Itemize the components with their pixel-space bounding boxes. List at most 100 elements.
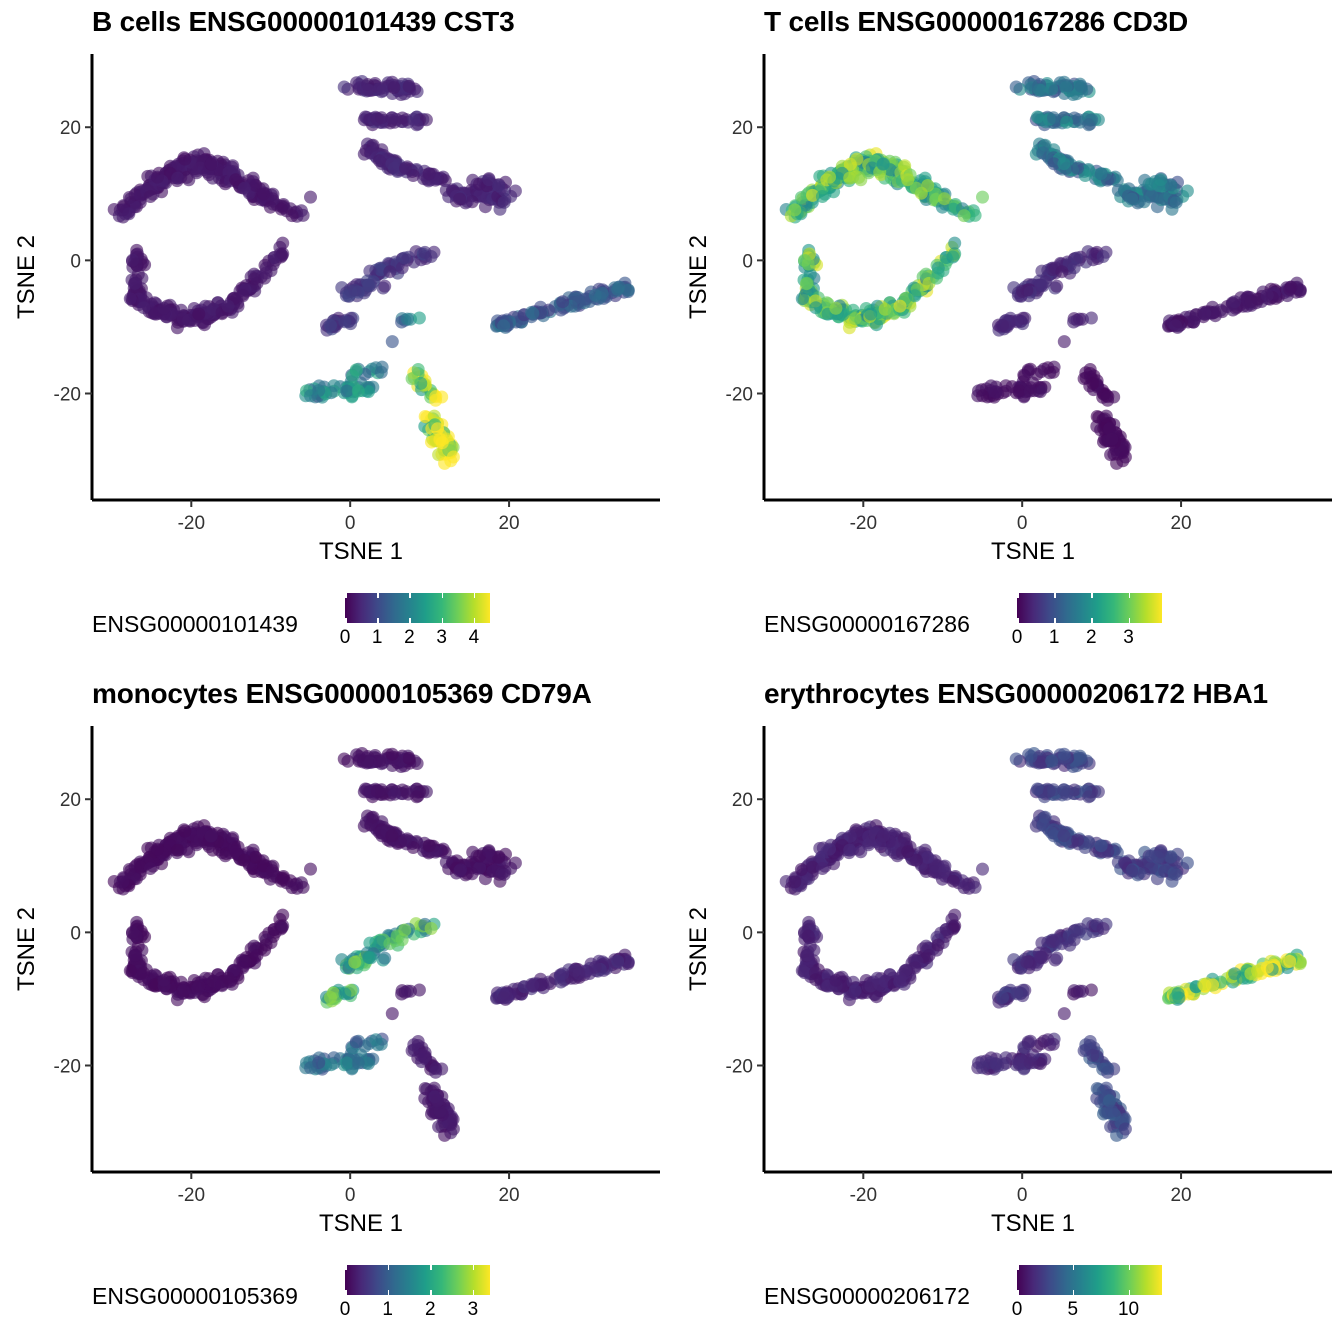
data-point	[401, 312, 414, 326]
data-point	[1118, 440, 1132, 454]
legend-tick-label: 3	[436, 627, 447, 648]
data-point	[274, 202, 288, 216]
points	[779, 747, 1307, 1142]
data-point	[1169, 867, 1183, 881]
data-point	[815, 862, 829, 875]
data-point	[229, 845, 243, 859]
data-point	[1009, 80, 1023, 94]
y-axis-title: TSNE 2	[685, 907, 712, 991]
data-point	[385, 747, 399, 761]
data-point	[795, 292, 809, 306]
chart-title: erythrocytes ENSG00000206172 HBA1	[764, 678, 1268, 709]
data-point	[399, 161, 412, 175]
data-point	[324, 991, 337, 1004]
data-point	[411, 363, 425, 376]
data-point	[178, 824, 192, 838]
data-point	[296, 208, 310, 222]
data-point	[1057, 75, 1071, 89]
legend-tick-label: 0	[339, 1299, 351, 1320]
data-point	[129, 929, 143, 943]
x-axis-title: TSNE 1	[991, 538, 1075, 565]
data-point	[850, 824, 864, 838]
legend-tick: 5	[1067, 1265, 1078, 1320]
data-point	[1057, 335, 1071, 349]
data-point	[364, 146, 378, 160]
data-point	[1060, 787, 1074, 801]
data-point	[433, 1104, 447, 1118]
data-point	[375, 157, 389, 171]
data-point	[324, 319, 337, 332]
data-point	[340, 384, 354, 398]
y-tick-label: -20	[54, 384, 81, 405]
data-point	[304, 389, 317, 403]
data-point	[349, 363, 363, 377]
data-point	[385, 157, 399, 171]
data-point	[143, 190, 157, 203]
data-point	[1020, 955, 1034, 969]
data-point	[1084, 983, 1098, 997]
data-point	[363, 936, 377, 950]
y-tick-label: 0	[742, 923, 753, 944]
data-point	[1180, 184, 1194, 198]
data-point	[1045, 754, 1059, 768]
legend-tick: 1	[382, 1265, 393, 1320]
legend-tick-label: 1	[382, 1299, 393, 1320]
data-point	[806, 860, 819, 874]
data-point	[948, 247, 962, 261]
data-point	[276, 236, 290, 250]
y-axis-title: TSNE 2	[685, 235, 712, 319]
legend-tick-label: 2	[1086, 627, 1097, 648]
legend-tick-label: 3	[1123, 627, 1134, 648]
data-point	[1057, 1007, 1071, 1021]
data-point	[237, 181, 251, 195]
data-point	[588, 288, 602, 302]
data-point	[1073, 984, 1086, 998]
legend-tick: 1	[372, 593, 383, 648]
data-point	[405, 1044, 419, 1058]
legend-colorbar	[345, 593, 490, 623]
data-point	[446, 450, 460, 464]
data-point	[296, 880, 310, 894]
data-point	[410, 118, 424, 132]
data-point	[1035, 936, 1049, 950]
data-point	[1031, 110, 1044, 124]
legend-tick-label: 2	[424, 1299, 436, 1320]
data-point	[385, 335, 399, 349]
data-point	[1228, 295, 1242, 309]
data-point	[572, 295, 586, 309]
data-point	[1101, 1062, 1115, 1076]
data-point	[192, 979, 206, 993]
data-point	[976, 389, 989, 403]
data-point	[340, 1056, 354, 1070]
data-point	[1023, 384, 1037, 398]
chart-title: T cells ENSG00000167286 CD3D	[764, 6, 1188, 37]
data-point	[1125, 864, 1139, 878]
data-point	[351, 1056, 365, 1070]
legend-tick-label: 0	[1011, 1299, 1023, 1320]
data-point	[1047, 783, 1060, 797]
data-point	[1103, 422, 1116, 436]
data-point	[968, 208, 982, 222]
x-tick-label: 0	[345, 513, 356, 534]
data-point	[823, 170, 836, 184]
data-point	[424, 250, 438, 263]
legend-tick: 0	[340, 593, 350, 648]
data-point	[1180, 856, 1194, 870]
data-point	[948, 236, 962, 250]
data-point	[526, 978, 540, 992]
data-point	[285, 881, 299, 895]
legend-tick-label: 4	[468, 627, 480, 648]
data-point	[338, 987, 352, 1001]
data-point	[433, 432, 447, 446]
data-point	[497, 195, 511, 209]
data-point	[1283, 282, 1297, 296]
data-point	[395, 933, 409, 947]
data-point	[508, 856, 522, 870]
data-point	[976, 1061, 989, 1075]
data-point	[1260, 288, 1274, 302]
data-point	[1154, 845, 1168, 859]
data-point	[405, 372, 419, 386]
data-point	[361, 385, 375, 399]
data-point	[1020, 283, 1034, 297]
